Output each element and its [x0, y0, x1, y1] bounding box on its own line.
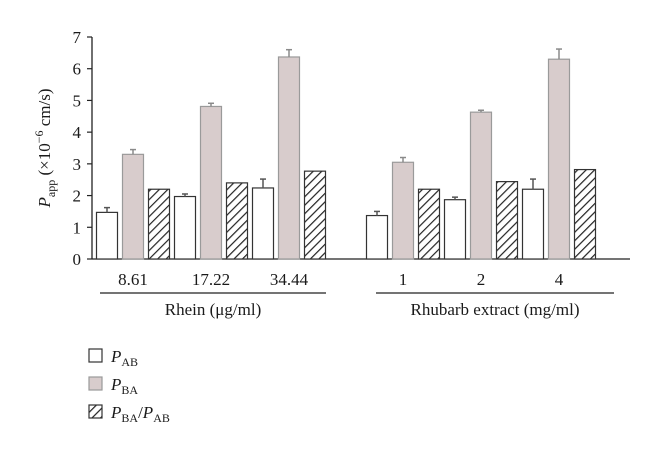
bar [417, 188, 441, 260]
group-labels: Rhein (μg/ml) Rhubarb extract (mg/ml) [100, 292, 614, 319]
category-label: 8.61 [118, 270, 148, 289]
bar [95, 211, 119, 260]
bar [469, 111, 493, 260]
category-label: 17.22 [192, 270, 230, 289]
category-labels: 8.61 17.22 34.44 1 2 4 [118, 270, 564, 289]
legend-swatch [88, 376, 103, 391]
bar [443, 199, 467, 260]
category-label: 1 [399, 270, 408, 289]
group-label: Rhein (μg/ml) [165, 300, 261, 319]
bar [391, 161, 415, 260]
y-tick-label: 4 [73, 123, 82, 142]
bar [199, 105, 223, 260]
y-axis-label: Papp (×10−6 cm/s) [32, 88, 58, 208]
legend-label: PBA/PAB [110, 403, 170, 425]
y-tick-label: 7 [73, 28, 82, 47]
group-label: Rhubarb extract (mg/ml) [410, 300, 579, 319]
y-tick-label: 6 [73, 60, 82, 79]
y-tick-label: 2 [73, 187, 82, 206]
bar [495, 181, 519, 260]
y-tick-label: 3 [73, 155, 82, 174]
legend-swatch [88, 348, 103, 363]
bar [147, 188, 171, 260]
bars [95, 48, 597, 260]
category-label: 2 [477, 270, 486, 289]
legend-swatch [88, 404, 103, 419]
y-tick-label: 0 [73, 250, 82, 269]
bar [251, 187, 275, 260]
legend: PAB PBA PBA/PAB [88, 347, 170, 425]
bar [121, 153, 145, 260]
category-label: 34.44 [270, 270, 309, 289]
legend-label: PAB [110, 347, 138, 369]
y-tick-label: 1 [73, 218, 82, 237]
bar [573, 168, 597, 260]
y-tick-label: 5 [73, 91, 82, 110]
bar [547, 58, 571, 260]
bar [521, 188, 545, 260]
bar [173, 195, 197, 260]
bar [303, 170, 327, 260]
bar [277, 56, 301, 260]
legend-label: PBA [110, 375, 138, 397]
bar [225, 182, 249, 260]
bar [365, 214, 389, 260]
category-label: 4 [555, 270, 564, 289]
